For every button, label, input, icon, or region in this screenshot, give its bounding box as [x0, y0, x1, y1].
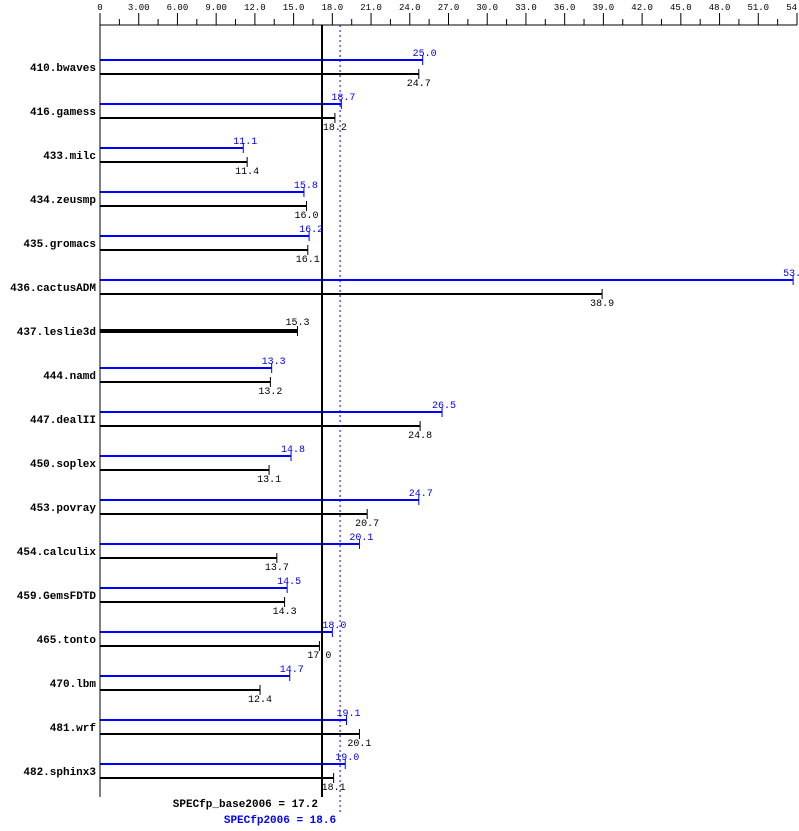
- bar-base-value: 20.1: [347, 739, 371, 750]
- axis-tick-label: 3.00: [128, 3, 150, 13]
- bar-peak-value: 20.1: [349, 533, 373, 544]
- axis-tick-label: 36.0: [554, 3, 576, 13]
- bar-base-value: 20.7: [355, 519, 379, 530]
- axis-tick-label: 42.0: [631, 3, 653, 13]
- ref-label-base: SPECfp_base2006 = 17.2: [173, 799, 318, 811]
- bar-peak-value: 13.3: [262, 357, 286, 368]
- bar-peak-value: 19.0: [335, 753, 359, 764]
- bar-base-value: 12.4: [248, 695, 272, 706]
- benchmark-label: 470.lbm: [50, 679, 97, 691]
- bar-base-value: 11.4: [235, 167, 259, 178]
- benchmark-label: 453.povray: [30, 503, 96, 515]
- benchmark-label: 450.soplex: [30, 459, 96, 471]
- bar-base-value: 18.2: [323, 123, 347, 134]
- bar-base-value: 24.8: [408, 431, 432, 442]
- axis-tick-label: 9.00: [205, 3, 227, 13]
- axis-tick-label: 24.0: [399, 3, 421, 13]
- bar-peak-value: 25.0: [413, 49, 437, 60]
- benchmark-label: 435.gromacs: [23, 239, 96, 251]
- benchmark-label: 447.dealII: [30, 415, 96, 427]
- axis-tick-label: 39.0: [593, 3, 615, 13]
- axis-tick-label: 54.0: [786, 3, 799, 13]
- bar-peak-value: 16.2: [299, 225, 323, 236]
- benchmark-label: 436.cactusADM: [10, 283, 96, 295]
- axis-tick-label: 12.0: [244, 3, 266, 13]
- bar-peak-value: 15.8: [294, 181, 318, 192]
- bar-base-value: 16.1: [296, 255, 320, 266]
- axis-tick-label: 15.0: [283, 3, 305, 13]
- benchmark-label: 459.GemsFDTD: [17, 591, 97, 603]
- bar-base-value: 24.7: [407, 79, 431, 90]
- bar-peak-value: 18.7: [331, 93, 355, 104]
- axis-tick-label: 33.0: [515, 3, 537, 13]
- benchmark-label: 416.gamess: [30, 107, 96, 119]
- axis-tick-label: 27.0: [438, 3, 460, 13]
- bar-base-value: 13.1: [257, 475, 281, 486]
- bar-base-value: 13.2: [258, 387, 282, 398]
- benchmark-label: 481.wrf: [50, 723, 97, 735]
- axis-tick-label: 6.00: [167, 3, 189, 13]
- bar-value: 15.3: [285, 318, 309, 329]
- bar-base-value: 18.1: [322, 783, 346, 794]
- axis-tick-label: 21.0: [360, 3, 382, 13]
- bar-peak-value: 53.7: [783, 269, 799, 280]
- axis-tick-label: 0: [97, 3, 102, 13]
- bar-peak-value: 18.0: [322, 621, 346, 632]
- axis-tick-label: 51.0: [747, 3, 769, 13]
- bar-base-value: 17.0: [307, 651, 331, 662]
- benchmark-label: 433.milc: [43, 151, 96, 163]
- bar-peak-value: 14.7: [280, 665, 304, 676]
- axis-tick-label: 30.0: [476, 3, 498, 13]
- benchmark-label: 437.leslie3d: [17, 327, 96, 339]
- spec-chart: 0 3.00 6.00 9.00 12.0 15.0 18.0 21.0 24.0 27.0 30.…: [0, 0, 799, 831]
- bar-peak-value: 14.8: [281, 445, 305, 456]
- bar-peak-value: 14.5: [277, 577, 301, 588]
- bar-base-value: 16.0: [295, 211, 319, 222]
- benchmark-label: 465.tonto: [37, 635, 97, 647]
- axis-tick-label: 18.0: [322, 3, 344, 13]
- benchmark-label: 410.bwaves: [30, 63, 96, 75]
- axis-tick-label: 45.0: [670, 3, 692, 13]
- bar-base-value: 14.3: [273, 607, 297, 618]
- bar-peak-value: 24.7: [409, 489, 433, 500]
- benchmark-label: 454.calculix: [17, 547, 97, 559]
- bar-peak-value: 11.1: [233, 137, 257, 148]
- benchmark-label: 482.sphinx3: [23, 767, 96, 779]
- ref-label-peak: SPECfp2006 = 18.6: [224, 815, 336, 827]
- bar-base-value: 13.7: [265, 563, 289, 574]
- bar-base-value: 38.9: [590, 299, 614, 310]
- benchmark-label: 444.namd: [43, 371, 96, 383]
- bar-peak-value: 26.5: [432, 401, 456, 412]
- axis-tick-label: 48.0: [709, 3, 731, 13]
- benchmark-label: 434.zeusmp: [30, 195, 96, 207]
